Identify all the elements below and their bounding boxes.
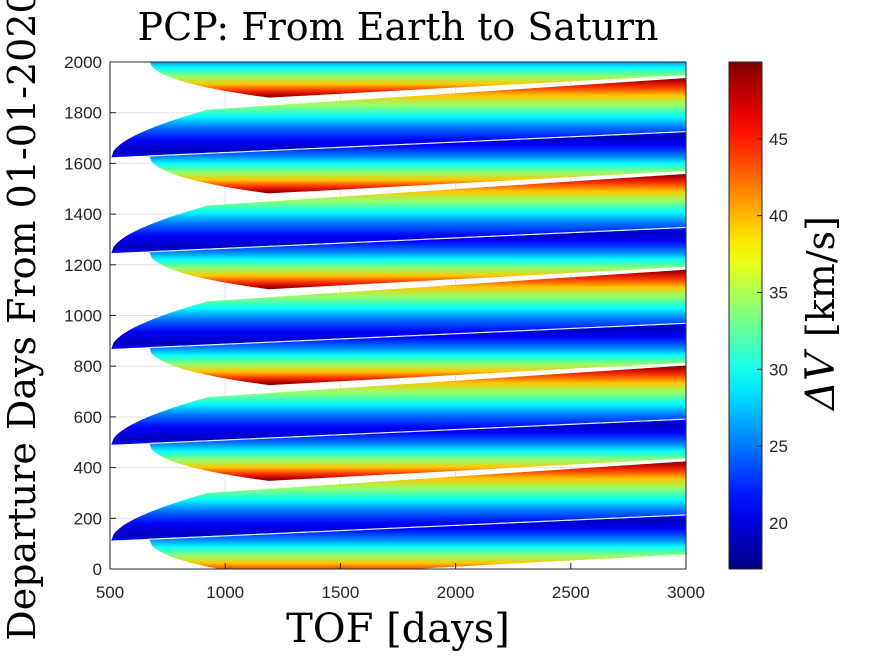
band-lower-lobe — [149, 131, 686, 194]
y-tick-label: 0 — [93, 560, 102, 579]
colorbar-label-symbol: ΔV — [798, 348, 844, 412]
porkchop-bands — [111, 62, 686, 569]
band-lower-lobe — [149, 419, 686, 481]
porkchop-band — [150, 62, 686, 98]
band-upper-lobe — [111, 269, 686, 350]
band-upper-lobe — [111, 365, 686, 446]
porkchop-band — [111, 461, 686, 569]
y-tick-label: 400 — [74, 459, 102, 478]
band-lower-lobe — [149, 515, 686, 569]
band-lower-lobe — [149, 227, 686, 290]
y-axis: 0 200 400 600 800 1000 1200 1400 1600 1800 2000 — [64, 53, 116, 579]
colorbar-tick-label: 20 — [769, 514, 788, 533]
y-tick-label: 2000 — [64, 53, 102, 72]
y-tick-label: 200 — [74, 509, 102, 528]
colorbar-tick-label: 45 — [769, 130, 788, 149]
colorbar-gradient — [728, 61, 763, 570]
y-tick-label: 1600 — [64, 154, 102, 173]
x-axis: 500 1000 1500 2000 2500 3000 — [96, 563, 705, 602]
band-upper-lobe — [111, 78, 686, 158]
band-lower-lobe — [150, 62, 686, 98]
porkchop-band — [111, 365, 686, 481]
y-tick-label: 1800 — [64, 104, 102, 123]
colorbar-label-unit: [km/s] — [799, 216, 843, 337]
y-tick-label: 1000 — [64, 307, 102, 326]
x-tick-label: 3000 — [667, 583, 705, 602]
colorbar-tick-label: 25 — [769, 437, 788, 456]
x-tick-label: 500 — [96, 583, 124, 602]
colorbar-label: ΔV [km/s] — [798, 216, 844, 412]
band-seam — [149, 226, 686, 253]
x-tick-label: 2500 — [552, 583, 590, 602]
band-upper-lobe — [111, 173, 686, 254]
x-tick-label: 2000 — [437, 583, 475, 602]
colorbar-tick-label: 30 — [769, 360, 788, 379]
x-tick-label: 1500 — [321, 583, 359, 602]
porkchop-band — [111, 173, 686, 290]
colorbar-tick-label: 40 — [769, 207, 788, 226]
y-tick-label: 1200 — [64, 256, 102, 275]
band-seam — [149, 131, 686, 157]
x-tick-label: 1000 — [206, 583, 244, 602]
porkchop-band — [111, 269, 686, 386]
y-tick-label: 800 — [74, 357, 102, 376]
chart-title: PCP: From Earth to Saturn — [138, 5, 659, 49]
y-axis-label: Departure Days From 01-01-2020 — [0, 0, 44, 641]
y-tick-label: 1400 — [64, 205, 102, 224]
colorbar: 20 25 30 35 40 45 ΔV [km/s] — [728, 61, 844, 570]
colorbar-ticks: 20 25 30 35 40 45 — [757, 130, 788, 533]
band-upper-lobe — [111, 461, 686, 542]
y-tick-label: 600 — [74, 408, 102, 427]
band-seam — [149, 514, 686, 540]
band-seam — [149, 322, 686, 349]
porkchop-band — [111, 78, 686, 194]
x-axis-label: TOF [days] — [286, 606, 510, 652]
band-lower-lobe — [149, 323, 686, 386]
colorbar-tick-label: 35 — [769, 283, 788, 302]
band-seam — [149, 418, 686, 445]
